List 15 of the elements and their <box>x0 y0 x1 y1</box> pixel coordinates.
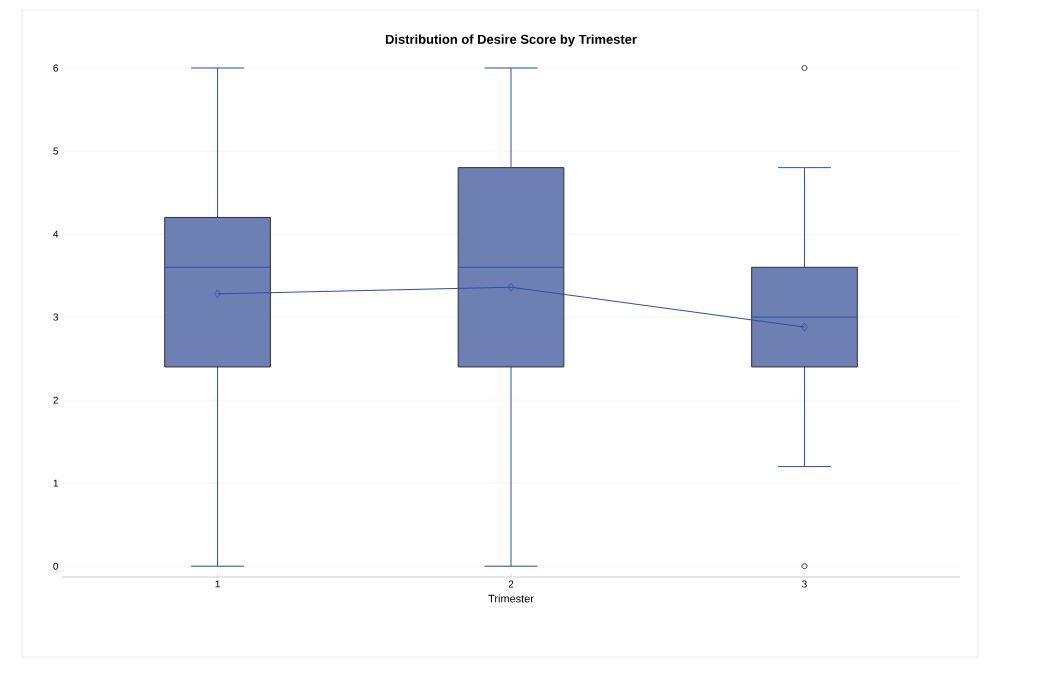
point <box>214 289 221 299</box>
y-tick-label: 5 <box>53 147 59 155</box>
x-axis-title: Trimester <box>488 594 534 603</box>
point <box>801 322 808 332</box>
x-tick-label: 3 <box>802 580 807 588</box>
chart-title: Distribution of Desire Score by Trimester <box>385 34 637 47</box>
y-tick-label: 4 <box>53 230 59 238</box>
y-tick-label: 6 <box>53 64 59 72</box>
point <box>507 282 515 292</box>
x-tick-label: 1 <box>215 580 220 588</box>
x-tick-label: 2 <box>508 580 514 588</box>
y-tick-label: 1 <box>53 479 58 487</box>
y-tick-label: 2 <box>53 396 58 404</box>
y-tick-label: 3 <box>53 313 59 321</box>
y-tick-label: 0 <box>53 562 59 570</box>
